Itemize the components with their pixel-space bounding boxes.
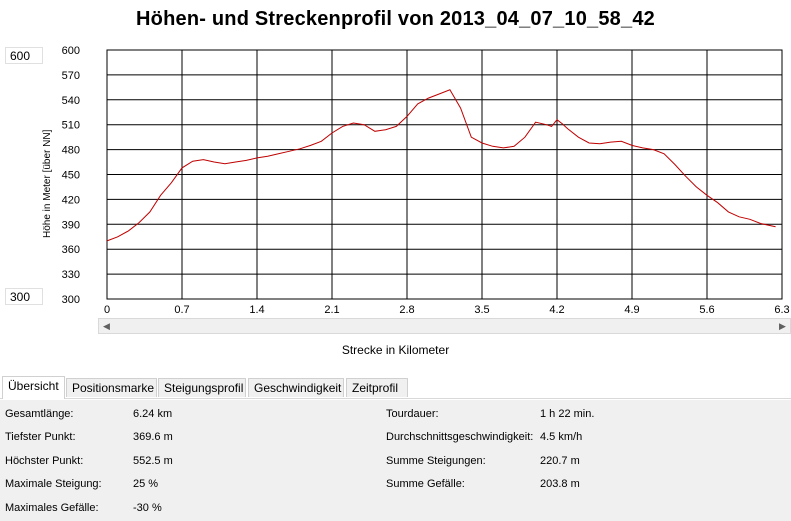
y-tick-label: 570: [62, 70, 80, 82]
max-elevation-field[interactable]: 600: [5, 47, 43, 64]
x-tick-label: 4.2: [549, 304, 564, 316]
tab-uebersicht[interactable]: Übersicht: [2, 376, 65, 399]
stat-label: Summe Gefälle:: [386, 478, 465, 490]
stat-label: Maximale Steigung:: [5, 478, 102, 490]
x-tick-label: 3.5: [474, 304, 489, 316]
stat-label: Höchster Punkt:: [5, 455, 84, 467]
page-title: Höhen- und Streckenprofil von 2013_04_07…: [136, 8, 655, 30]
tab-geschwindigkeit[interactable]: Geschwindigkeit: [248, 378, 344, 397]
stat-value: 369.6 m: [133, 431, 173, 443]
y-tick-label: 480: [62, 145, 80, 157]
x-axis-label: Strecke in Kilometer: [341, 343, 450, 357]
x-tick-label: 0.7: [174, 304, 189, 316]
tab-zeitprofil[interactable]: Zeitprofil: [346, 378, 408, 397]
stat-label: Maximales Gefälle:: [5, 502, 99, 514]
stat-value: 4.5 km/h: [540, 431, 583, 443]
y-tick-label: 510: [62, 120, 80, 132]
chart-horizontal-scrollbar[interactable]: ◀ ▶: [98, 318, 791, 334]
stat-value: 6.24 km: [133, 408, 173, 420]
y-tick-label: 420: [62, 194, 80, 206]
stat-label: Tourdauer:: [386, 408, 439, 420]
x-tick-label: 2.8: [399, 304, 414, 316]
x-tick-label: 6.3: [774, 304, 789, 316]
stat-value: 203.8 m: [540, 478, 580, 490]
y-tick-label: 360: [62, 244, 80, 256]
y-tick-label: 300: [62, 294, 80, 306]
tab-bar: Übersicht Positionsmarke Steigungsprofil…: [0, 376, 791, 399]
x-tick-label: 5.6: [699, 304, 714, 316]
scroll-left-arrow-icon[interactable]: ◀: [99, 319, 114, 333]
stat-value: -30 %: [133, 502, 162, 514]
x-tick-label: 1.4: [249, 304, 264, 316]
stat-label: Gesamtlänge:: [5, 408, 74, 420]
x-tick-label: 0: [104, 304, 110, 316]
y-tick-label: 390: [62, 219, 80, 231]
x-tick-label: 4.9: [624, 304, 639, 316]
x-tick-label: 2.1: [324, 304, 339, 316]
stat-value: 552.5 m: [133, 455, 173, 467]
stat-value: 220.7 m: [540, 455, 580, 467]
scroll-right-arrow-icon[interactable]: ▶: [775, 319, 790, 333]
stat-value: 25 %: [133, 478, 159, 490]
stat-label: Durchschnittsgeschwindigkeit:: [386, 431, 534, 443]
y-tick-label: 540: [62, 95, 80, 107]
y-tick-label: 600: [62, 45, 80, 57]
min-elevation-field[interactable]: 300: [5, 288, 43, 305]
summary-panel: Gesamtlänge: 6.24 km Tiefster Punkt: 369…: [0, 400, 791, 521]
tab-steigungsprofil[interactable]: Steigungsprofil: [158, 378, 246, 397]
stat-label: Tiefster Punkt:: [5, 431, 76, 443]
y-tick-label: 450: [62, 170, 80, 182]
stat-label: Summe Steigungen:: [386, 455, 486, 467]
stat-value: 1 h 22 min.: [540, 408, 595, 420]
elevation-line: [106, 89, 776, 242]
tab-positionsmarke[interactable]: Positionsmarke: [66, 378, 157, 397]
y-tick-label: 330: [62, 269, 80, 281]
